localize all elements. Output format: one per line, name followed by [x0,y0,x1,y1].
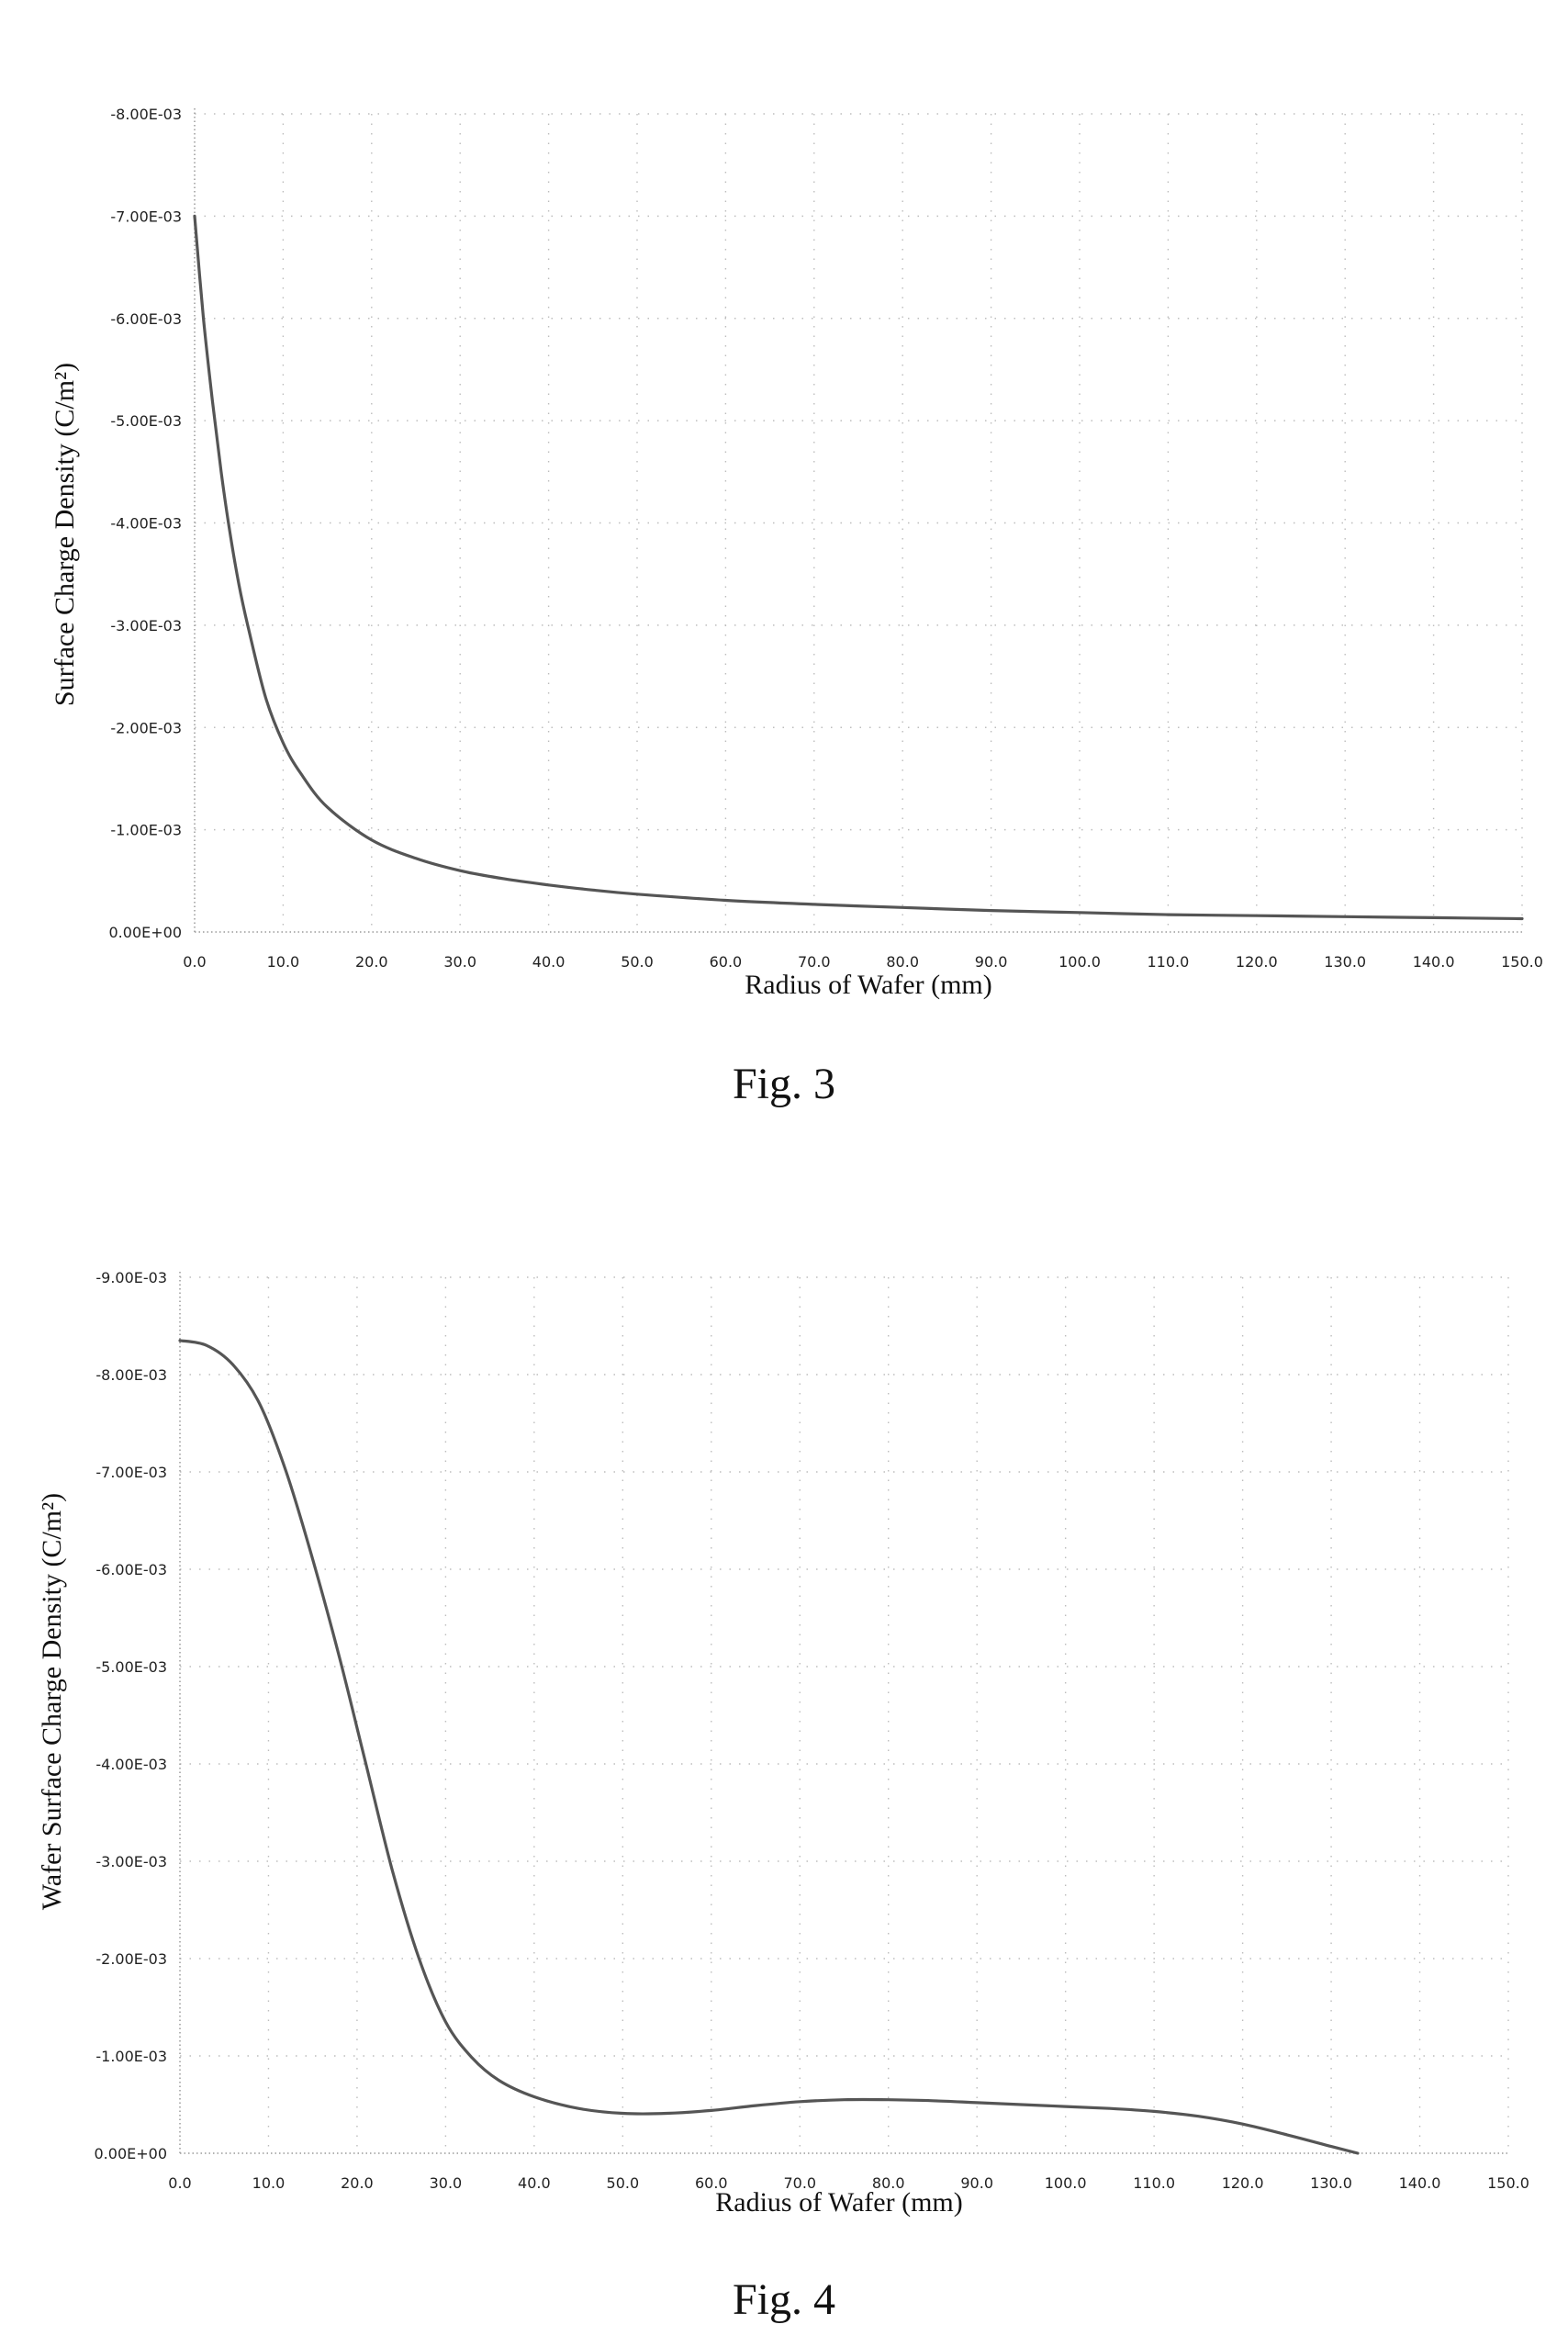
x-tick-label-fig-4: 50.0 [607,2174,640,2192]
x-tick-label-fig-4: 30.0 [430,2174,463,2192]
figure-caption-fig-4: Fig. 4 [733,2275,835,2324]
x-tick-label-fig-3: 40.0 [532,953,566,971]
x-tick-label-fig-3: 150.0 [1501,953,1543,971]
y-axis-label-fig-3: Surface Charge Density (C/m²) [50,363,80,706]
y-tick-label-fig-4: -9.00E-03 [95,1269,167,1286]
y-tick-label-fig-4: -8.00E-03 [95,1366,167,1384]
x-tick-label-fig-4: 80.0 [872,2174,905,2192]
x-tick-label-fig-3: 140.0 [1413,953,1455,971]
x-tick-label-fig-3: 0.0 [183,953,206,971]
grid-fig-4 [180,1276,1509,2153]
x-tick-label-fig-4: 100.0 [1045,2174,1087,2192]
x-tick-label-fig-3: 10.0 [267,953,300,971]
x-tick-label-fig-4: 110.0 [1133,2174,1175,2192]
y-tick-label-fig-4: -1.00E-03 [95,2048,167,2065]
ticks-fig-4: 0.0 10.0 20.0 30.0 40.0 50.0 60.0 70.0 80.0 90.0 1… [95,1269,1529,2192]
x-tick-label-fig-4: 150.0 [1487,2174,1529,2192]
x-tick-label-fig-4: 70.0 [783,2174,816,2192]
y-tick-label-fig-4: -5.00E-03 [95,1658,167,1676]
x-tick-label-fig-3: 130.0 [1324,953,1366,971]
x-tick-label-fig-3: 30.0 [443,953,476,971]
x-tick-label-fig-4: 140.0 [1399,2174,1441,2192]
ticks-fig-3: 0.0 10.0 20.0 30.0 40.0 50.0 60.0 70.0 80.0 90.0 1… [109,106,1543,971]
y-tick-label-fig-3: -5.00E-03 [110,412,182,430]
x-tick-label-fig-4: 10.0 [252,2174,286,2192]
grid-fig-3 [195,113,1523,932]
x-tick-label-fig-3: 70.0 [798,953,831,971]
x-tick-label-fig-3: 110.0 [1147,953,1189,971]
x-tick-label-fig-3: 60.0 [710,953,743,971]
y-tick-label-fig-4: -4.00E-03 [95,1756,167,1773]
x-tick-label-fig-4: 0.0 [168,2174,191,2192]
x-axis-label-fig-3: Radius of Wafer (mm) [745,970,991,1000]
y-tick-label-fig-3: -2.00E-03 [110,719,182,736]
x-tick-label-fig-4: 130.0 [1310,2174,1352,2192]
x-tick-label-fig-3: 50.0 [621,953,654,971]
x-tick-label-fig-4: 40.0 [518,2174,551,2192]
y-tick-label-fig-3: 0.00E+00 [109,924,183,941]
y-tick-label-fig-3: -3.00E-03 [110,617,182,634]
series-line-fig-4 [178,1339,1360,2155]
x-tick-label-fig-3: 120.0 [1236,953,1278,971]
y-tick-label-fig-3: -6.00E-03 [110,310,182,328]
axes-fig-4 [179,1272,1508,2154]
x-tick-label-fig-3: 80.0 [886,953,919,971]
x-tick-label-fig-4: 120.0 [1222,2174,1264,2192]
x-tick-label-fig-4: 60.0 [695,2174,728,2192]
y-tick-label-fig-3: -7.00E-03 [110,208,182,225]
chart-fig-4: 0.0 10.0 20.0 30.0 40.0 50.0 60.0 70.0 80.0 90.0 1… [37,1269,1529,2324]
x-tick-label-fig-3: 20.0 [355,953,388,971]
axes-fig-3 [194,108,1522,933]
x-axis-label-fig-4: Radius of Wafer (mm) [715,2187,962,2218]
x-tick-label-fig-4: 20.0 [341,2174,374,2192]
y-tick-label-fig-4: -3.00E-03 [95,1853,167,1870]
y-tick-label-fig-4: -2.00E-03 [95,1950,167,1968]
series-line-fig-3 [193,214,1524,921]
y-tick-label-fig-4: -6.00E-03 [95,1561,167,1578]
x-tick-label-fig-3: 90.0 [975,953,1008,971]
x-tick-label-fig-3: 100.0 [1058,953,1101,971]
y-tick-label-fig-4: 0.00E+00 [95,2145,168,2162]
figure-caption-fig-3: Fig. 3 [733,1060,835,1108]
y-tick-label-fig-3: -1.00E-03 [110,822,182,839]
y-tick-label-fig-3: -8.00E-03 [110,106,182,123]
x-tick-label-fig-4: 90.0 [960,2174,993,2192]
chart-fig-3: 0.0 10.0 20.0 30.0 40.0 50.0 60.0 70.0 80.0 90.0 1… [50,106,1543,1108]
y-axis-label-fig-4: Wafer Surface Charge Density (C/m²) [37,1493,67,1910]
y-tick-label-fig-3: -4.00E-03 [110,515,182,533]
y-tick-label-fig-4: -7.00E-03 [95,1464,167,1481]
